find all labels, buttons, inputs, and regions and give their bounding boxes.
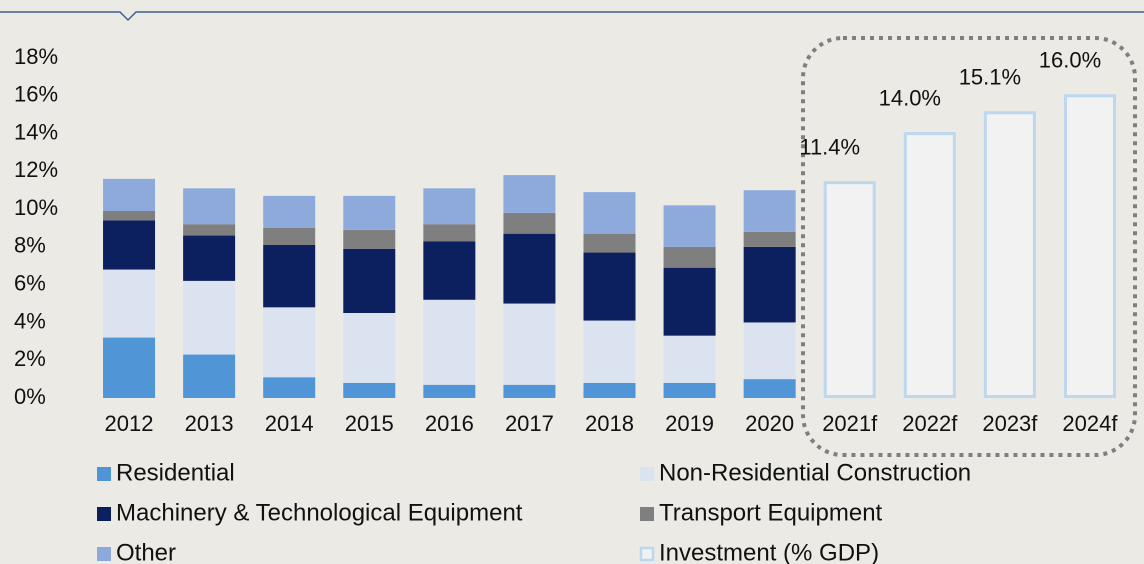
legend-label: Residential xyxy=(116,459,235,486)
y-tick-label: 10% xyxy=(14,195,58,220)
bar-segment xyxy=(743,231,796,247)
bar-segment xyxy=(503,384,556,398)
legend-swatch xyxy=(97,547,111,561)
y-tick-label: 0% xyxy=(14,384,46,409)
bar-segment xyxy=(983,111,1036,399)
x-tick-label: 2014 xyxy=(265,411,314,436)
bar-segment xyxy=(1063,94,1116,399)
bar-segment xyxy=(263,377,316,398)
bar-segment xyxy=(423,188,476,225)
x-tick-label: 2023f xyxy=(982,411,1038,436)
bar-segment xyxy=(503,175,556,213)
bar-segment xyxy=(103,269,156,338)
bar-segment xyxy=(183,224,236,236)
x-tick-label: 2024f xyxy=(1062,411,1118,436)
y-tick-label: 14% xyxy=(14,119,58,144)
bar-segment xyxy=(583,320,636,383)
bar-segment xyxy=(423,241,476,300)
legend-swatch xyxy=(97,467,111,481)
y-tick-label: 16% xyxy=(14,82,58,107)
data-label: 14.0% xyxy=(879,85,941,110)
bar-segment xyxy=(343,382,396,398)
bar-segment xyxy=(503,233,556,304)
bar-segment xyxy=(503,212,556,234)
bar-segment xyxy=(743,246,796,323)
legend-label: Non-Residential Construction xyxy=(659,459,971,486)
bar-segment xyxy=(903,132,956,399)
bar-segment xyxy=(743,322,796,380)
x-tick-label: 2019 xyxy=(665,411,714,436)
bar-segment xyxy=(423,384,476,398)
bar-segment xyxy=(343,313,396,383)
legend-label: Other xyxy=(116,539,176,564)
bar-segment xyxy=(103,178,156,211)
legend-swatch xyxy=(640,507,654,521)
legend-swatch xyxy=(640,467,654,481)
bar-segment xyxy=(343,248,396,313)
legend-label: Transport Equipment xyxy=(659,499,883,526)
legend-swatch xyxy=(639,546,655,562)
bar-segment xyxy=(743,190,796,232)
bar-segment xyxy=(663,267,716,336)
bar-segment xyxy=(183,354,236,398)
legend-label: Investment (% GDP) xyxy=(659,539,879,564)
bar-segment xyxy=(663,382,716,398)
y-tick-label: 8% xyxy=(14,233,46,258)
y-tick-label: 4% xyxy=(14,308,46,333)
bar-segment xyxy=(263,245,316,308)
x-tick-label: 2018 xyxy=(585,411,634,436)
x-tick-label: 2013 xyxy=(185,411,234,436)
forecast-highlight xyxy=(801,36,1137,457)
x-tick-label: 2017 xyxy=(505,411,554,436)
bar-segment xyxy=(663,205,716,247)
x-tick-label: 2012 xyxy=(105,411,154,436)
bar-segment xyxy=(263,228,316,245)
data-label: 16.0% xyxy=(1039,48,1101,73)
x-tick-label: 2022f xyxy=(902,411,958,436)
bar-segment xyxy=(183,235,236,281)
bar-segment xyxy=(263,307,316,378)
bar-segment xyxy=(343,195,396,230)
bar-segment xyxy=(583,252,636,321)
x-tick-label: 2021f xyxy=(822,411,878,436)
x-tick-label: 2016 xyxy=(425,411,474,436)
bar-segment xyxy=(423,224,476,242)
bar-segment xyxy=(823,181,876,398)
bar-segment xyxy=(743,379,796,398)
legend-swatch xyxy=(97,507,111,521)
bar-segment xyxy=(183,280,236,355)
y-tick-label: 18% xyxy=(14,44,58,69)
bar-segment xyxy=(103,220,156,270)
bar-segment xyxy=(583,192,636,234)
bar-segment xyxy=(263,195,316,228)
y-tick-label: 2% xyxy=(14,346,46,371)
bar-segment xyxy=(663,335,716,383)
y-tick-label: 12% xyxy=(14,157,58,182)
bar-segment xyxy=(103,337,156,398)
y-tick-label: 6% xyxy=(14,270,46,295)
header-line xyxy=(0,11,1144,22)
data-label: 15.1% xyxy=(959,65,1021,90)
bar-segment xyxy=(343,229,396,249)
bar-segment xyxy=(183,188,236,225)
x-tick-label: 2020 xyxy=(745,411,794,436)
bar-segment xyxy=(423,299,476,385)
x-tick-label: 2015 xyxy=(345,411,394,436)
bar-segment xyxy=(583,382,636,398)
data-label: 11.4% xyxy=(799,134,860,159)
bar-segment xyxy=(583,233,636,253)
bar-segment xyxy=(503,303,556,385)
legend-label: Machinery & Technological Equipment xyxy=(116,499,523,526)
bar-segment xyxy=(103,211,156,221)
bar-segment xyxy=(663,246,716,268)
